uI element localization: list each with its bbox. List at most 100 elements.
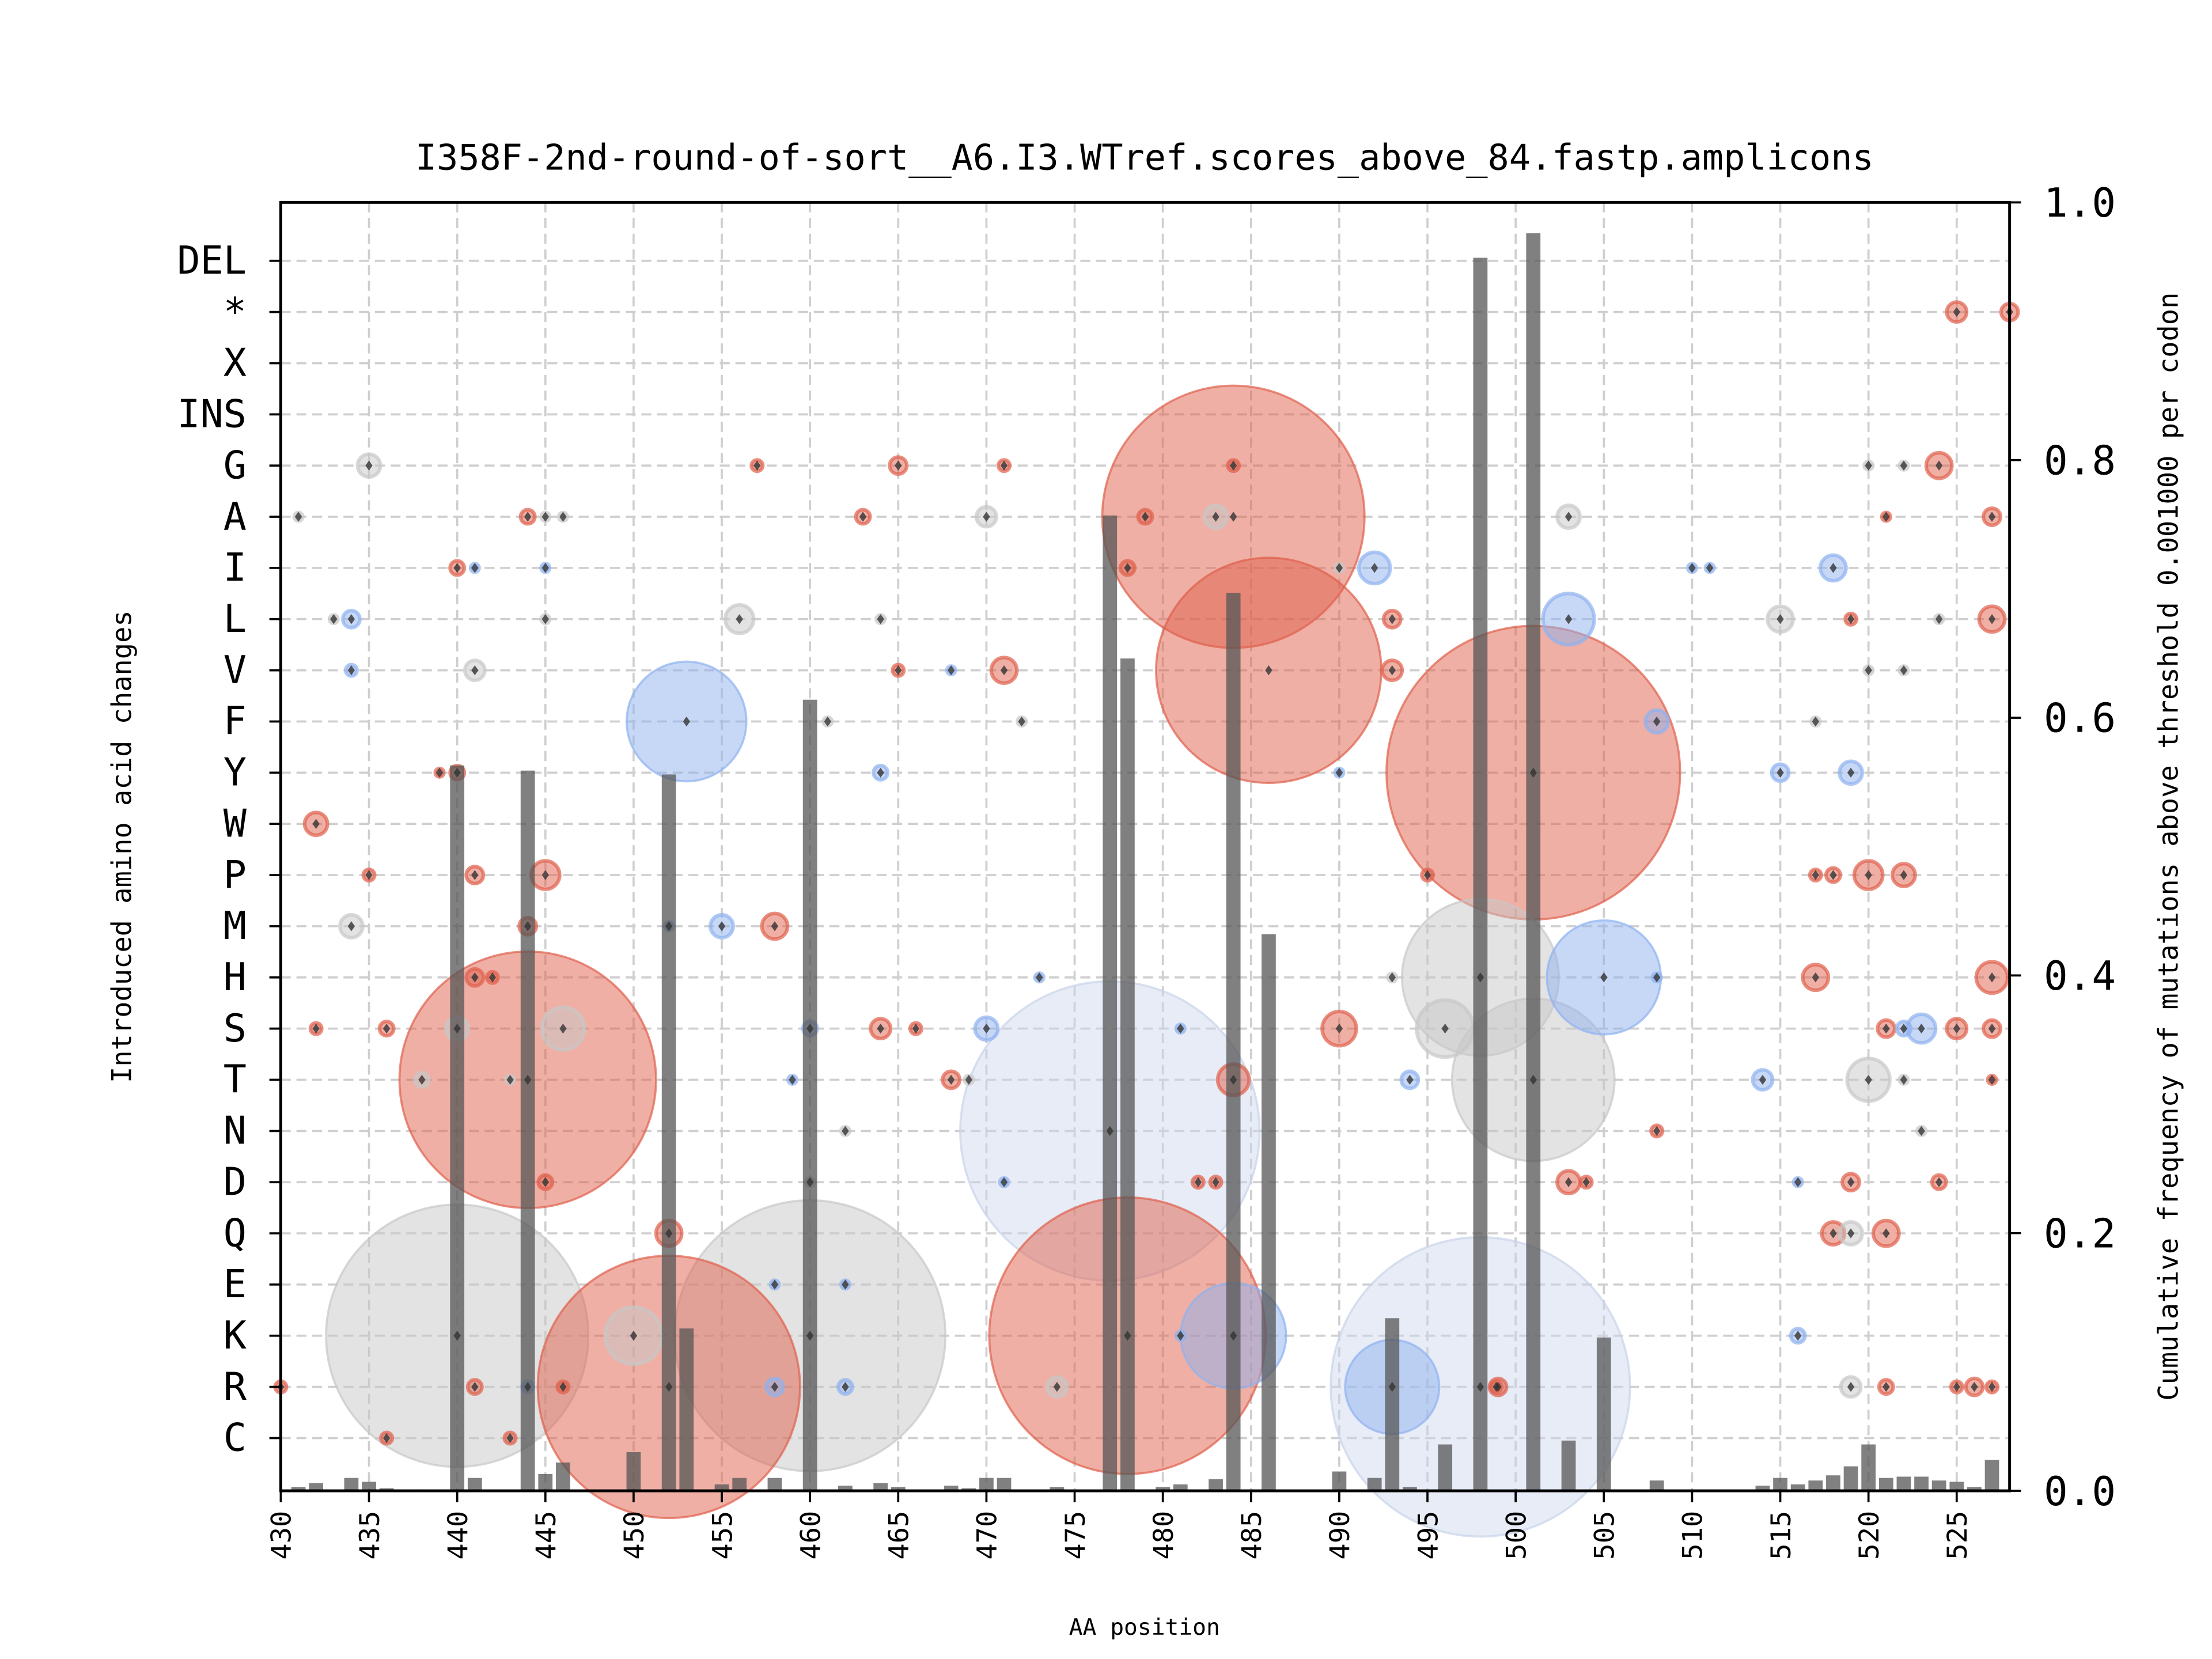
diamond-marker: [895, 665, 902, 676]
diamond-marker: [365, 460, 373, 471]
bar: [1209, 1479, 1223, 1491]
y-tick-label-D: D: [224, 1159, 247, 1204]
diamond-marker: [1229, 460, 1237, 471]
bar: [1332, 1471, 1347, 1491]
bar: [714, 1484, 729, 1491]
diamond-marker: [1000, 665, 1008, 676]
y-tick-label-DEL: DEL: [177, 238, 247, 283]
diamond-marker: [1565, 1177, 1573, 1187]
diamond-marker: [453, 563, 461, 573]
diamond-marker: [1529, 767, 1537, 778]
diamond-marker: [471, 870, 479, 880]
bar: [1103, 515, 1118, 1491]
diamond-marker: [1794, 1331, 1802, 1341]
y-tick-label-L: L: [224, 596, 247, 641]
bar: [1949, 1482, 1964, 1491]
x-tick-label: 430: [266, 1511, 298, 1560]
bar: [450, 765, 465, 1491]
bar: [1050, 1487, 1065, 1491]
diamond-marker: [471, 665, 479, 676]
diamond-marker: [347, 665, 355, 676]
diamond-marker: [806, 1177, 814, 1187]
diamond-marker: [630, 1331, 638, 1341]
bar: [309, 1483, 324, 1491]
bar: [1755, 1486, 1770, 1491]
diamond-marker: [1988, 1023, 1996, 1034]
bar: [1473, 257, 1488, 1491]
x-tick-label: 460: [795, 1511, 827, 1560]
diamond-marker: [506, 1433, 514, 1444]
diamond-marker: [1582, 1177, 1590, 1187]
diamond-marker: [1812, 716, 1819, 727]
bar: [1438, 1444, 1453, 1491]
x-tick-label: 485: [1236, 1511, 1268, 1560]
y-tick-label-Y: Y: [224, 750, 247, 795]
diamond-marker: [1653, 1126, 1661, 1137]
diamond-marker: [541, 1177, 549, 1187]
diamond-marker: [1441, 1023, 1449, 1034]
x-axis: 430 435 440 445 450 455 460 465 470 475 480 485 490 4…: [266, 1491, 1974, 1560]
diamond-marker: [983, 1023, 990, 1034]
diamond-marker: [1177, 1023, 1184, 1034]
right-tick-label: 0.8: [2044, 438, 2116, 484]
diamond-marker: [877, 1023, 884, 1034]
diamond-marker: [1335, 1023, 1343, 1034]
diamond-marker: [1830, 563, 1837, 573]
diamond-marker: [895, 460, 902, 471]
bar: [1967, 1487, 1982, 1491]
x-tick-label: 520: [1854, 1511, 1885, 1560]
diamond-marker: [435, 767, 444, 778]
diamond-marker: [1653, 716, 1661, 727]
bar: [344, 1478, 359, 1491]
bar: [626, 1452, 641, 1491]
diamond-marker: [1177, 1331, 1184, 1341]
bar: [1896, 1476, 1911, 1491]
bar: [538, 1474, 553, 1491]
y-tick-label-S: S: [224, 1006, 247, 1051]
bar: [362, 1482, 376, 1491]
bar: [1156, 1487, 1171, 1491]
diamond-marker: [753, 460, 761, 471]
y-tick-label-X: X: [224, 340, 247, 385]
bar: [891, 1487, 906, 1491]
right-tick-label: 1.0: [2044, 180, 2116, 226]
bar: [467, 1478, 482, 1491]
diamond-marker: [912, 1023, 920, 1034]
diamond-marker: [1794, 1177, 1802, 1187]
y-tick-label-G: G: [224, 442, 247, 487]
bubbles: [273, 300, 2020, 1538]
diamond-marker: [1883, 512, 1890, 522]
bar: [997, 1478, 1012, 1491]
diamond-marker: [1000, 1177, 1008, 1187]
diamond-marker: [1865, 665, 1872, 676]
x-tick-label: 470: [972, 1511, 1003, 1560]
diamond-marker: [541, 512, 549, 522]
y-tick-label-W: W: [224, 801, 247, 846]
chart-title: I358F-2nd-round-of-sort__A6.I3.WTref.sco…: [415, 137, 1874, 178]
bar: [979, 1478, 994, 1491]
bar: [1984, 1460, 1999, 1491]
bar: [1878, 1478, 1893, 1491]
diamond-marker: [824, 716, 831, 727]
diamond-marker: [1565, 512, 1573, 522]
y-axis-label: Introduced amino acid changes: [107, 610, 138, 1083]
diamond-marker: [365, 870, 373, 880]
bar: [1931, 1480, 1946, 1491]
bar: [661, 774, 676, 1491]
right-tick-label: 0.0: [2044, 1469, 2116, 1515]
y-tick-label-C: C: [224, 1415, 247, 1460]
bar: [1561, 1440, 1576, 1491]
bar: [1262, 934, 1276, 1491]
bar: [1861, 1444, 1876, 1491]
y-tick-label-V: V: [224, 647, 247, 692]
x-tick-label: 490: [1324, 1511, 1356, 1560]
x-tick-label: 440: [442, 1511, 474, 1560]
diamond-marker: [541, 870, 549, 880]
bar: [802, 699, 817, 1491]
diamond-marker: [1918, 1126, 1925, 1137]
bar: [1120, 658, 1135, 1491]
x-tick-label: 525: [1942, 1511, 1974, 1560]
diamond-marker: [1935, 460, 1943, 471]
bar: [1403, 1487, 1417, 1491]
